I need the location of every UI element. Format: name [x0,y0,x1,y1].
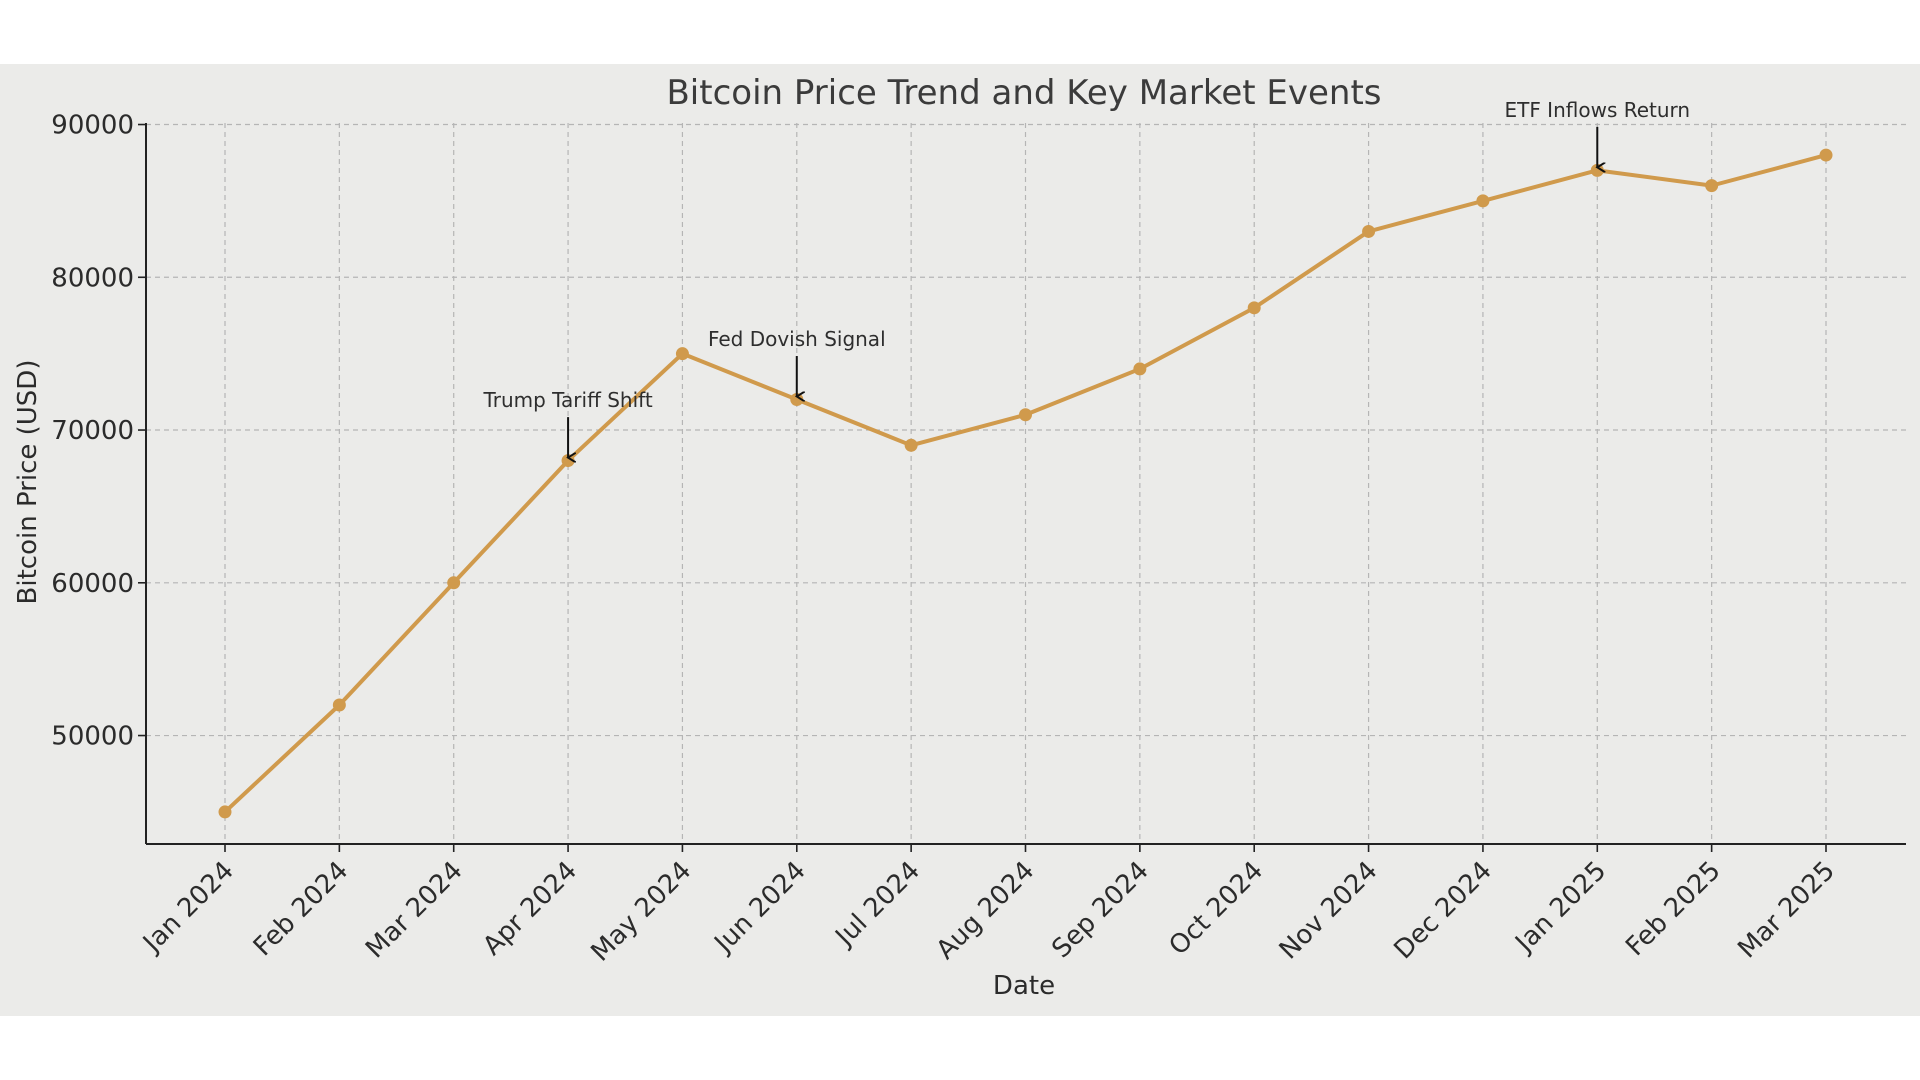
y-tick-label: 60000 [51,569,134,599]
data-point [218,805,232,819]
x-tick-label: Aug 2024 [931,856,1041,966]
annotation-label: ETF Inflows Return [1504,98,1690,122]
x-tick-label: Feb 2024 [248,856,354,962]
chart-figure: Jan 2024 Feb 2024 Mar 2024 Apr 2024 May 2024… [0,64,1920,1016]
chart-title: Bitcoin Price Trend and Key Market Event… [666,73,1381,113]
data-point [1133,362,1147,376]
x-tick-label: Jan 2024 [136,856,240,960]
data-point [1362,224,1376,238]
line-chart: Jan 2024 Feb 2024 Mar 2024 Apr 2024 May 2024… [13,73,1906,1001]
data-point [675,347,689,361]
annotations: Trump Tariff Shift Fed Dovish Signal ETF I… [482,98,1690,458]
x-tick-label: Jul 2024 [829,856,926,953]
data-point [1819,148,1833,162]
y-tick-label: 50000 [51,722,134,752]
x-tick-label: May 2024 [586,856,698,968]
y-tick-label: 90000 [51,111,134,141]
annotation-label: Fed Dovish Signal [708,327,886,351]
annotation-label: Trump Tariff Shift [482,388,652,412]
x-tick-label: Mar 2024 [360,856,469,965]
x-tick-label: Mar 2025 [1732,856,1841,965]
x-tick-label: Jun 2024 [708,856,812,960]
data-point [447,576,461,590]
x-tick-label: Jan 2025 [1509,856,1613,960]
data-point [1705,179,1719,193]
x-tick-label: Dec 2024 [1388,856,1497,965]
x-tick-label: Sep 2024 [1046,856,1154,964]
data-point [1247,301,1261,315]
grid [146,123,1906,844]
x-tick-label: Oct 2024 [1164,856,1270,962]
x-tick-label: Feb 2025 [1620,856,1726,962]
axes: Jan 2024 Feb 2024 Mar 2024 Apr 2024 May 2024… [51,111,1906,968]
data-point [1476,194,1490,208]
x-axis-label: Date [993,971,1055,1001]
y-axis-label: Bitcoin Price (USD) [13,360,43,605]
x-tick-label: Nov 2024 [1274,856,1384,966]
x-tick-label: Apr 2024 [477,856,583,962]
data-point [904,438,918,452]
y-tick-label: 70000 [51,416,134,446]
data-point [1019,408,1032,422]
data-point [332,698,346,712]
y-tick-label: 80000 [51,263,134,293]
